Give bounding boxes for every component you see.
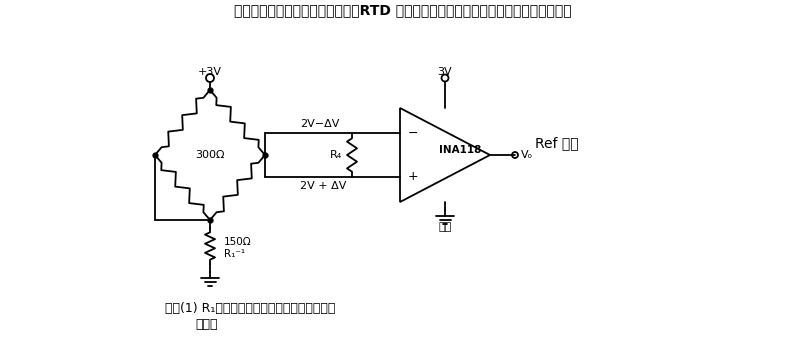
Text: Ref 基准: Ref 基准 bbox=[535, 136, 579, 150]
Text: 300Ω: 300Ω bbox=[195, 150, 225, 160]
Text: INA118: INA118 bbox=[439, 145, 481, 155]
Text: R₁⁻¹: R₁⁻¹ bbox=[224, 249, 245, 259]
Text: 150Ω: 150Ω bbox=[224, 237, 252, 247]
Text: 基准: 基准 bbox=[438, 222, 452, 232]
Text: Vₒ: Vₒ bbox=[521, 150, 533, 160]
Text: −: − bbox=[408, 126, 419, 139]
Text: +3V: +3V bbox=[198, 67, 222, 77]
Text: +: + bbox=[408, 171, 419, 184]
Text: 2V + ΔV: 2V + ΔV bbox=[300, 181, 346, 191]
Text: 注：(1) R₁在低电压工作时，要求建立完全的共: 注：(1) R₁在低电压工作时，要求建立完全的共 bbox=[165, 302, 336, 315]
Text: 3V: 3V bbox=[437, 67, 452, 77]
Text: 2V−ΔV: 2V−ΔV bbox=[300, 119, 340, 129]
Text: 用途：用于桥传感电路、热电偶、RTD 传感器放大电路、医学他器和数据采集等领域。: 用途：用于桥传感电路、热电偶、RTD 传感器放大电路、医学他器和数据采集等领域。 bbox=[234, 3, 572, 17]
Text: R₄: R₄ bbox=[330, 150, 342, 160]
Text: 模电压: 模电压 bbox=[195, 318, 218, 331]
